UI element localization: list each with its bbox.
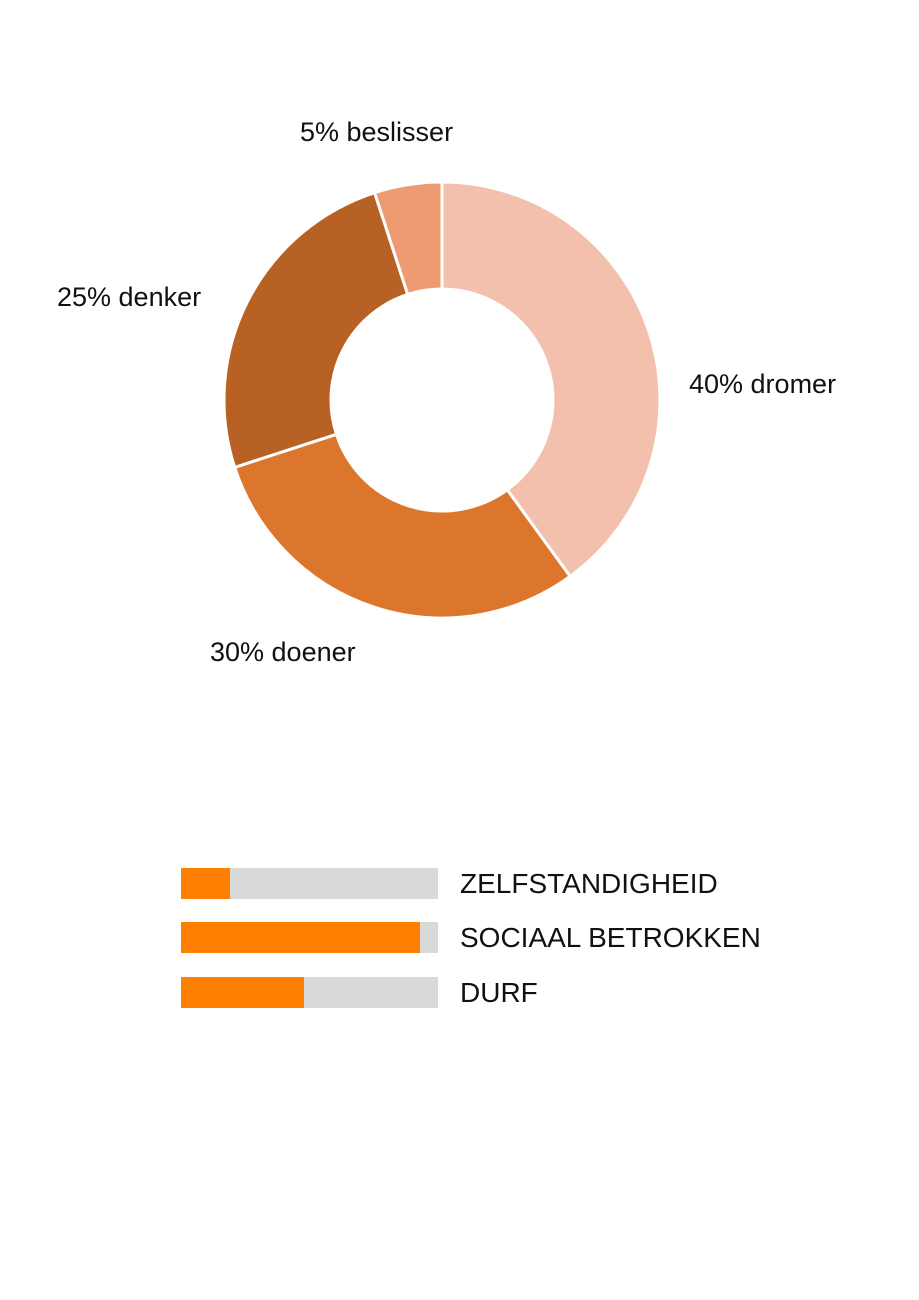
bar-track xyxy=(181,922,438,953)
donut-slice-beslisser xyxy=(372,180,444,297)
bar-fill xyxy=(181,977,305,1008)
donut-chart xyxy=(222,180,662,620)
label-denker: 25% denker xyxy=(57,282,202,312)
label-beslisser: 5% beslisser xyxy=(300,117,454,147)
bar-track xyxy=(181,977,438,1008)
bar-fill xyxy=(181,922,420,953)
bar-label: SOCIAAL BETROKKEN xyxy=(460,922,761,953)
donut-slice-denker xyxy=(222,190,410,470)
label-dromer: 40% dromer xyxy=(689,369,837,399)
donut-slice-dromer xyxy=(440,180,662,579)
bar-fill xyxy=(181,868,230,899)
donut-slice-doener xyxy=(232,432,573,620)
label-doener: 30% doener xyxy=(210,637,356,667)
bar-track xyxy=(181,868,438,899)
bar-label: DURF xyxy=(460,977,538,1008)
bar-label: ZELFSTANDIGHEID xyxy=(460,868,718,899)
